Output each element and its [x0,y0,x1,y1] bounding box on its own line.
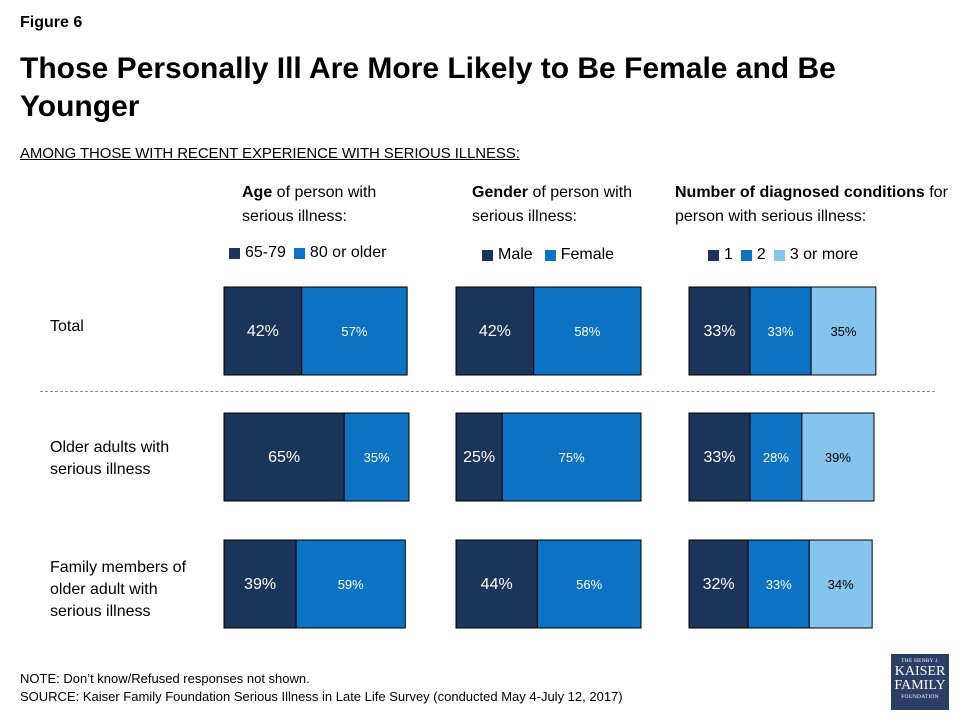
legend-item: 80 or older [293,244,387,262]
legend-label: 80 or older [309,244,387,261]
chart-title: Those Personally Ill Are More Likely to … [20,52,836,123]
legend-item: 3 or more [773,246,859,264]
figure-label: Figure 6 [20,14,83,31]
bar-value-label: 34% [828,577,854,592]
bar-value-label: 35% [830,324,856,339]
bar-segment [501,412,642,502]
column-header-bold: Number of diagnosed conditions [675,184,925,201]
bar-value-label: 33% [704,449,736,466]
logo-line: THE HENRY J. [901,658,939,664]
legend-swatch [740,249,752,261]
column-header-bold: Gender [472,184,529,201]
column-header-age: Age of person with serious illness: [242,181,422,229]
row-label-total: Total [50,316,84,338]
legend-gender: Male Female [482,246,622,264]
bar-segment [688,412,751,502]
bar-value-label: 58% [574,324,600,339]
bar-segment [688,539,749,629]
column-header-gender: Gender of person with serious illness: [472,181,642,229]
bar-value-label: 65% [268,449,300,466]
legend-label: 3 or more [789,246,859,263]
row-label-line: Older adults with [50,439,170,456]
column-header-conditions: Number of diagnosed conditions for perso… [675,181,950,229]
logo-line: FOUNDATION [901,694,939,700]
bar-value-label: 39% [825,450,851,465]
bar-segment [533,286,642,376]
legend-conditions: 1 2 3 or more [708,246,866,264]
column-header-rest: of person with serious illness: [242,184,377,225]
bar-segment [747,539,810,629]
row-label-line: Total [50,318,84,335]
row-label-family-members: Family members of older adult with serio… [50,557,186,623]
bar-segment [688,286,751,376]
legend-swatch [293,247,305,259]
bar-value-label: 44% [481,576,513,593]
row-label-older-adults: Older adults with serious illness [50,437,169,481]
bar-value-label: 25% [463,449,495,466]
legend-item: 2 [740,246,766,264]
legend-item: Female [544,246,615,264]
bar-segment [301,286,408,376]
bar-segment [455,286,535,376]
column-header-rest: of person with serious illness: [472,184,633,225]
chart-subtitle: AMONG THOSE WITH RECENT EXPERIENCE WITH … [20,145,520,162]
row-label-line: serious illness [50,603,151,620]
note-text: NOTE: Don’t know/Refused responses not s… [20,671,310,686]
bar-segment [749,286,812,376]
legend-item: 65-79 [229,244,286,262]
source-text: SOURCE: Kaiser Family Foundation Serious… [20,689,623,704]
bar-segment [749,412,803,502]
legend-label: 1 [724,246,733,263]
bar-value-label: 59% [338,577,364,592]
bar-value-label: 39% [244,576,276,593]
bar-value-label: 33% [768,324,794,339]
row-label-line: older adult with [50,581,158,598]
logo-line: KAISER [894,664,946,679]
bar-value-label: 57% [341,324,367,339]
bar-segment [810,286,877,376]
bar-value-label: 42% [479,323,511,340]
legend-item: 1 [708,246,733,264]
bar-segment [343,412,410,502]
legend-age: 65-79 80 or older [229,244,394,262]
footnote: NOTE: Don’t know/Refused responses not s… [20,670,623,706]
legend-label: Female [560,246,615,263]
legend-label: 65-79 [245,244,286,261]
bar-value-label: 33% [766,577,792,592]
row-label-line: Family members of [50,559,187,576]
column-header-bold: Age [242,184,273,201]
bar-value-label: 75% [559,450,585,465]
bar-value-label: 28% [763,450,789,465]
bar-value-label: 35% [364,450,390,465]
kff-logo: THE HENRY J. KAISER FAMILY FOUNDATION [891,654,949,710]
bar-value-label: 56% [576,577,602,592]
legend-swatch [544,249,556,261]
legend-item: Male [482,246,533,264]
bar-segment [295,539,406,629]
legend-label: Male [498,246,533,263]
group-divider [40,391,935,392]
legend-swatch [482,249,493,261]
bar-value-label: 32% [703,576,735,593]
bar-value-label: 33% [704,323,736,340]
legend-swatch [708,249,719,261]
legend-swatch [773,249,785,261]
column-header-rest: for person with serious illness: [675,184,948,225]
bar-segment [223,539,297,629]
logo-line: FAMILY [894,678,946,693]
row-label-line: serious illness [50,461,151,478]
legend-label: 2 [756,246,766,263]
bar-value-label: 42% [247,323,279,340]
bar-segment [808,539,873,629]
legend-swatch [229,247,240,259]
bar-segment [455,539,538,629]
bar-segment [801,412,875,502]
bar-segment [223,412,345,502]
bar-segment [536,539,642,629]
